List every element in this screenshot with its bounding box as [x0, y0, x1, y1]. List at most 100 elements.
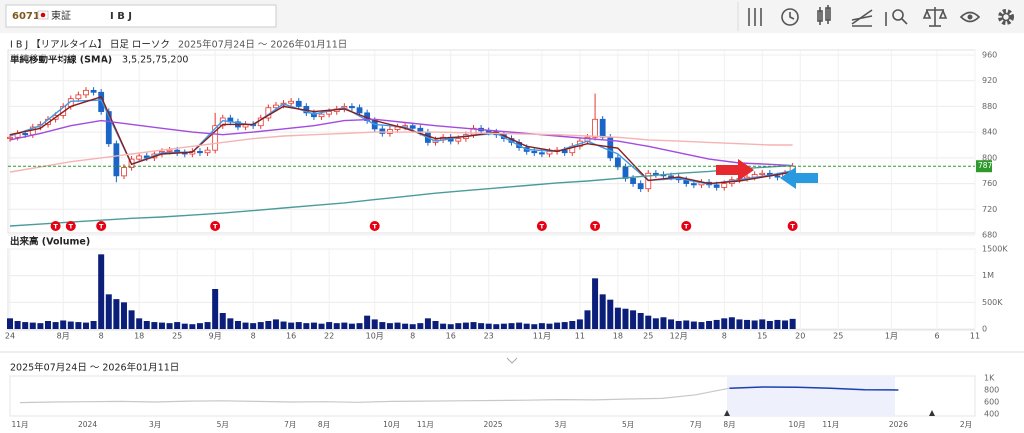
volume-bar [637, 313, 644, 329]
navigator-selection[interactable] [727, 376, 895, 416]
volume-bar [310, 322, 317, 329]
volume-bar [508, 323, 515, 329]
trend-icon[interactable] [851, 9, 873, 27]
menu-icon[interactable] [748, 8, 762, 26]
volume-bar [622, 308, 629, 329]
collapse-chevron[interactable] [506, 357, 518, 364]
event-marker [536, 221, 547, 231]
sma-line [9, 118, 793, 167]
y-tick-label: 1K [984, 374, 995, 383]
volume-bar [143, 321, 150, 329]
event-label: T [213, 223, 218, 231]
volume-bar [538, 323, 545, 329]
volume-bar [599, 294, 606, 329]
event-label: T [69, 223, 74, 231]
candle-body [531, 151, 538, 154]
volume-bar [326, 322, 333, 329]
volume-bar [569, 321, 576, 329]
volume-bar [44, 321, 51, 329]
candle-body [318, 113, 325, 118]
volume-bar [22, 322, 29, 329]
blue-arrow [780, 167, 818, 189]
stock-name: I B J [110, 11, 132, 22]
candle-body [614, 157, 621, 168]
volume-bar [546, 323, 553, 329]
search-icon[interactable] [885, 9, 908, 26]
toolbar-icons [737, 2, 1014, 31]
volume-bar [652, 318, 659, 329]
volume-bar [455, 323, 462, 329]
volume-bar [782, 320, 789, 329]
event-label: T [53, 223, 58, 231]
volume-bar [7, 318, 13, 329]
symbol-box[interactable] [5, 4, 277, 28]
volume-bar [576, 319, 583, 329]
volume-bar [462, 322, 469, 329]
x-tick-label: 20 [795, 332, 805, 341]
y-tick-label: 880 [982, 102, 997, 111]
event-label: T [540, 223, 545, 231]
x-tick-label: 10月 [366, 332, 384, 341]
candle-body [204, 149, 211, 154]
gear-icon[interactable] [998, 9, 1014, 25]
x-tick-label: 2024 [78, 420, 97, 429]
volume-bar [386, 323, 393, 329]
candle-body [356, 107, 363, 114]
event-label: T [593, 223, 598, 231]
y-tick-label: 0 [982, 325, 987, 334]
volume-bar [630, 310, 637, 329]
last-price-label: 787 [978, 161, 993, 170]
volume-bar [14, 321, 21, 329]
volume-bar [82, 322, 89, 329]
y-tick-label: 800 [982, 153, 997, 162]
volume-bar [424, 318, 431, 329]
volume-bar [698, 322, 705, 329]
candle-body [546, 151, 553, 155]
clock-icon[interactable] [781, 8, 799, 26]
y-tick-label: 840 [982, 128, 997, 137]
volume-bar [690, 321, 697, 329]
y-tick-label: 500K [982, 298, 1003, 307]
x-tick-label: 25 [643, 332, 653, 341]
x-tick-label: 9月 [209, 332, 222, 341]
y-tick-label: 720 [982, 205, 997, 214]
candle-body [105, 111, 112, 145]
candle-body [455, 138, 462, 142]
candle-body [652, 172, 659, 175]
event-label: T [790, 223, 795, 231]
x-tick-label: 8 [251, 332, 256, 341]
candle-body [349, 106, 355, 109]
candle-icon[interactable] [817, 5, 831, 25]
volume-bar [280, 321, 287, 329]
scale-icon[interactable] [922, 7, 948, 27]
volume-panel [7, 248, 976, 331]
volume-bar [67, 321, 74, 329]
x-tick-label: 25 [833, 332, 843, 341]
volume-bar [318, 323, 325, 329]
navigator-label: 2025年07月24日 ～ 2026年01月11日 [10, 362, 179, 374]
volume-bar [432, 321, 439, 329]
eye-icon[interactable] [959, 11, 981, 23]
x-tick-label: 22 [324, 332, 334, 341]
volume-bar [417, 323, 424, 329]
y-tick-label: 1500K [982, 245, 1008, 254]
volume-bar [364, 315, 371, 329]
candle-body [713, 184, 720, 188]
volume-bar [288, 322, 295, 329]
candle-body [197, 151, 203, 154]
candle-body [637, 183, 644, 190]
volume-bar [356, 323, 363, 329]
candle-body [113, 143, 120, 177]
volume-bar [668, 319, 675, 329]
volume-bar [105, 294, 112, 329]
volume-bar [728, 317, 735, 329]
indicator-params: 3,5,25,75,200 [122, 55, 188, 66]
chart-title: I B J 【リアルタイム】 日足 ローソク [10, 40, 170, 51]
price-panel [7, 49, 976, 234]
candle-body [212, 125, 219, 151]
volume-bar [348, 323, 355, 329]
volume-bar [516, 322, 523, 329]
volume-bar [37, 323, 44, 329]
volume-bar [189, 324, 196, 329]
x-tick-label: 16 [446, 332, 456, 341]
